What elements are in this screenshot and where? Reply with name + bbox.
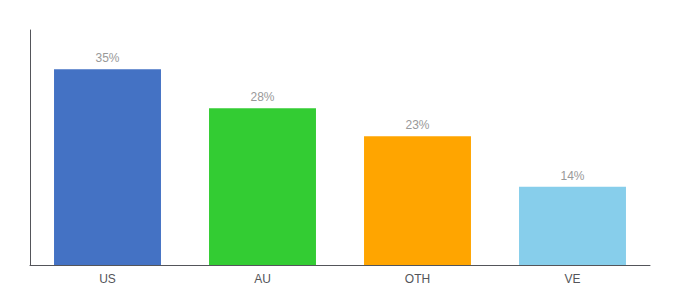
svg-text:US: US	[99, 272, 116, 286]
svg-text:28%: 28%	[250, 90, 274, 104]
svg-text:23%: 23%	[405, 118, 429, 132]
svg-text:VE: VE	[564, 272, 580, 286]
svg-text:35%: 35%	[95, 51, 119, 65]
svg-text:OTH: OTH	[405, 272, 430, 286]
svg-text:AU: AU	[254, 272, 271, 286]
svg-text:14%: 14%	[560, 169, 584, 183]
